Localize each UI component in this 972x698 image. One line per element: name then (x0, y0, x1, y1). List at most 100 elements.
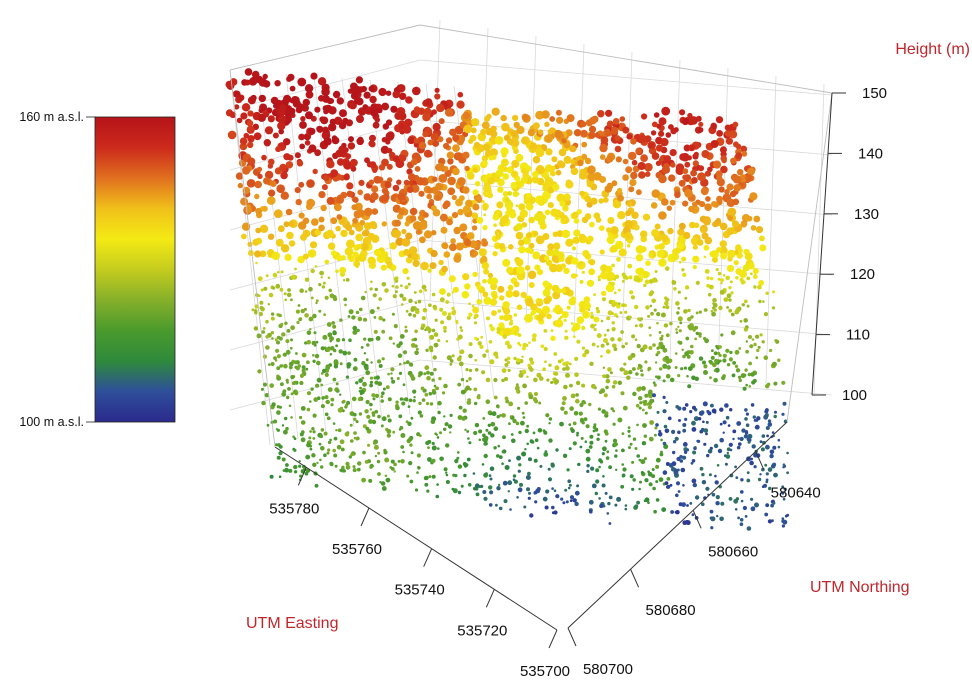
point-mark (651, 152, 660, 160)
point-mark (405, 232, 413, 240)
point-mark (669, 377, 675, 383)
point-mark (286, 76, 292, 82)
point-mark (640, 154, 648, 163)
point-mark (688, 205, 695, 213)
point-mark (284, 253, 292, 261)
point-mark (639, 323, 644, 328)
point-mark (516, 125, 525, 135)
point-mark (709, 509, 714, 514)
point-mark (386, 414, 390, 418)
point-mark (298, 464, 302, 468)
point-mark (553, 489, 557, 493)
point-mark (549, 263, 558, 273)
point-mark (346, 400, 351, 405)
point-mark (283, 363, 288, 369)
point-mark (281, 457, 286, 462)
point-mark (515, 223, 523, 231)
point-mark (665, 462, 670, 466)
point-mark (393, 470, 396, 473)
point-mark (478, 438, 482, 442)
point-mark (414, 166, 421, 172)
point-mark (752, 378, 757, 383)
point-mark (369, 408, 372, 411)
point-mark (534, 264, 541, 271)
point-mark (384, 288, 389, 293)
point-mark (386, 433, 391, 438)
point-mark (725, 275, 730, 281)
point-mark (565, 180, 574, 189)
point-mark (652, 486, 656, 491)
point-mark (596, 345, 599, 348)
point-mark (482, 353, 487, 358)
point-mark (330, 169, 339, 178)
point-mark (361, 230, 368, 237)
point-mark (410, 376, 416, 381)
point-mark (642, 213, 651, 221)
point-mark (288, 240, 296, 247)
point-mark (684, 161, 691, 168)
y-axis-title: UTM Northing (810, 579, 910, 596)
point-mark (512, 474, 517, 478)
point-mark (512, 478, 516, 482)
point-mark (543, 171, 549, 178)
point-mark (525, 298, 534, 307)
point-mark (601, 452, 605, 456)
y-tick-label: 580700 (583, 661, 633, 678)
point-mark (414, 301, 418, 305)
point-mark (562, 362, 566, 366)
point-mark (586, 181, 593, 188)
point-mark (573, 218, 580, 224)
point-mark (320, 428, 325, 432)
point-mark (462, 186, 470, 194)
point-mark (556, 116, 564, 124)
point-mark (437, 410, 441, 415)
point-mark (310, 387, 314, 391)
point-mark (275, 283, 281, 289)
point-mark (457, 208, 464, 216)
point-mark (482, 291, 489, 298)
point-mark (372, 121, 380, 129)
point-mark (543, 329, 548, 333)
point-mark (574, 501, 579, 507)
point-mark (546, 313, 552, 320)
point-mark (285, 161, 294, 169)
point-mark (640, 369, 643, 373)
point-mark (339, 439, 345, 445)
point-mark (505, 198, 509, 202)
point-mark (735, 368, 741, 373)
point-mark (683, 366, 688, 370)
point-mark (498, 455, 503, 459)
point-mark (759, 333, 763, 337)
point-mark (662, 363, 668, 369)
point-mark (236, 117, 243, 124)
point-mark (748, 335, 752, 339)
x-tick-label: 535780 (269, 500, 319, 517)
point-mark (767, 422, 773, 427)
point-mark (661, 106, 671, 116)
point-mark (247, 241, 253, 247)
point-mark (620, 330, 624, 334)
point-mark (500, 114, 507, 122)
point-mark (640, 373, 644, 377)
point-mark (504, 377, 508, 381)
point-mark (719, 516, 724, 522)
point-mark (329, 352, 333, 356)
point-mark (352, 468, 357, 473)
point-mark (312, 437, 316, 440)
point-mark (290, 416, 293, 419)
point-mark (516, 266, 525, 275)
point-mark (521, 451, 527, 457)
point-mark (319, 458, 322, 462)
point-mark (435, 194, 442, 201)
point-mark (381, 102, 390, 111)
point-mark (407, 282, 411, 286)
point-mark (393, 324, 398, 329)
point-mark (434, 87, 440, 93)
point-mark (632, 367, 636, 371)
point-mark (497, 285, 505, 293)
x-tick-label: 535760 (332, 541, 382, 558)
point-mark (649, 304, 653, 308)
point-mark (487, 423, 491, 427)
point-mark (357, 461, 362, 466)
point-mark (391, 284, 395, 288)
